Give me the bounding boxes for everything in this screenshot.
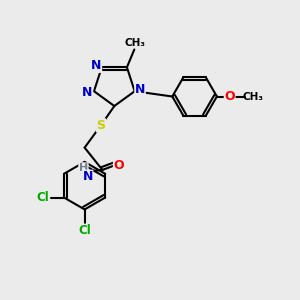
Text: Cl: Cl — [36, 191, 49, 204]
Text: N: N — [82, 170, 93, 183]
Text: N: N — [82, 86, 93, 99]
Text: H: H — [79, 163, 88, 173]
Text: N: N — [91, 59, 102, 72]
Text: CH₃: CH₃ — [124, 38, 146, 48]
Text: S: S — [97, 119, 106, 132]
Text: CH₃: CH₃ — [242, 92, 263, 101]
Text: O: O — [113, 159, 124, 172]
Text: N: N — [135, 83, 145, 96]
Text: Cl: Cl — [78, 224, 91, 237]
Text: O: O — [224, 90, 235, 103]
